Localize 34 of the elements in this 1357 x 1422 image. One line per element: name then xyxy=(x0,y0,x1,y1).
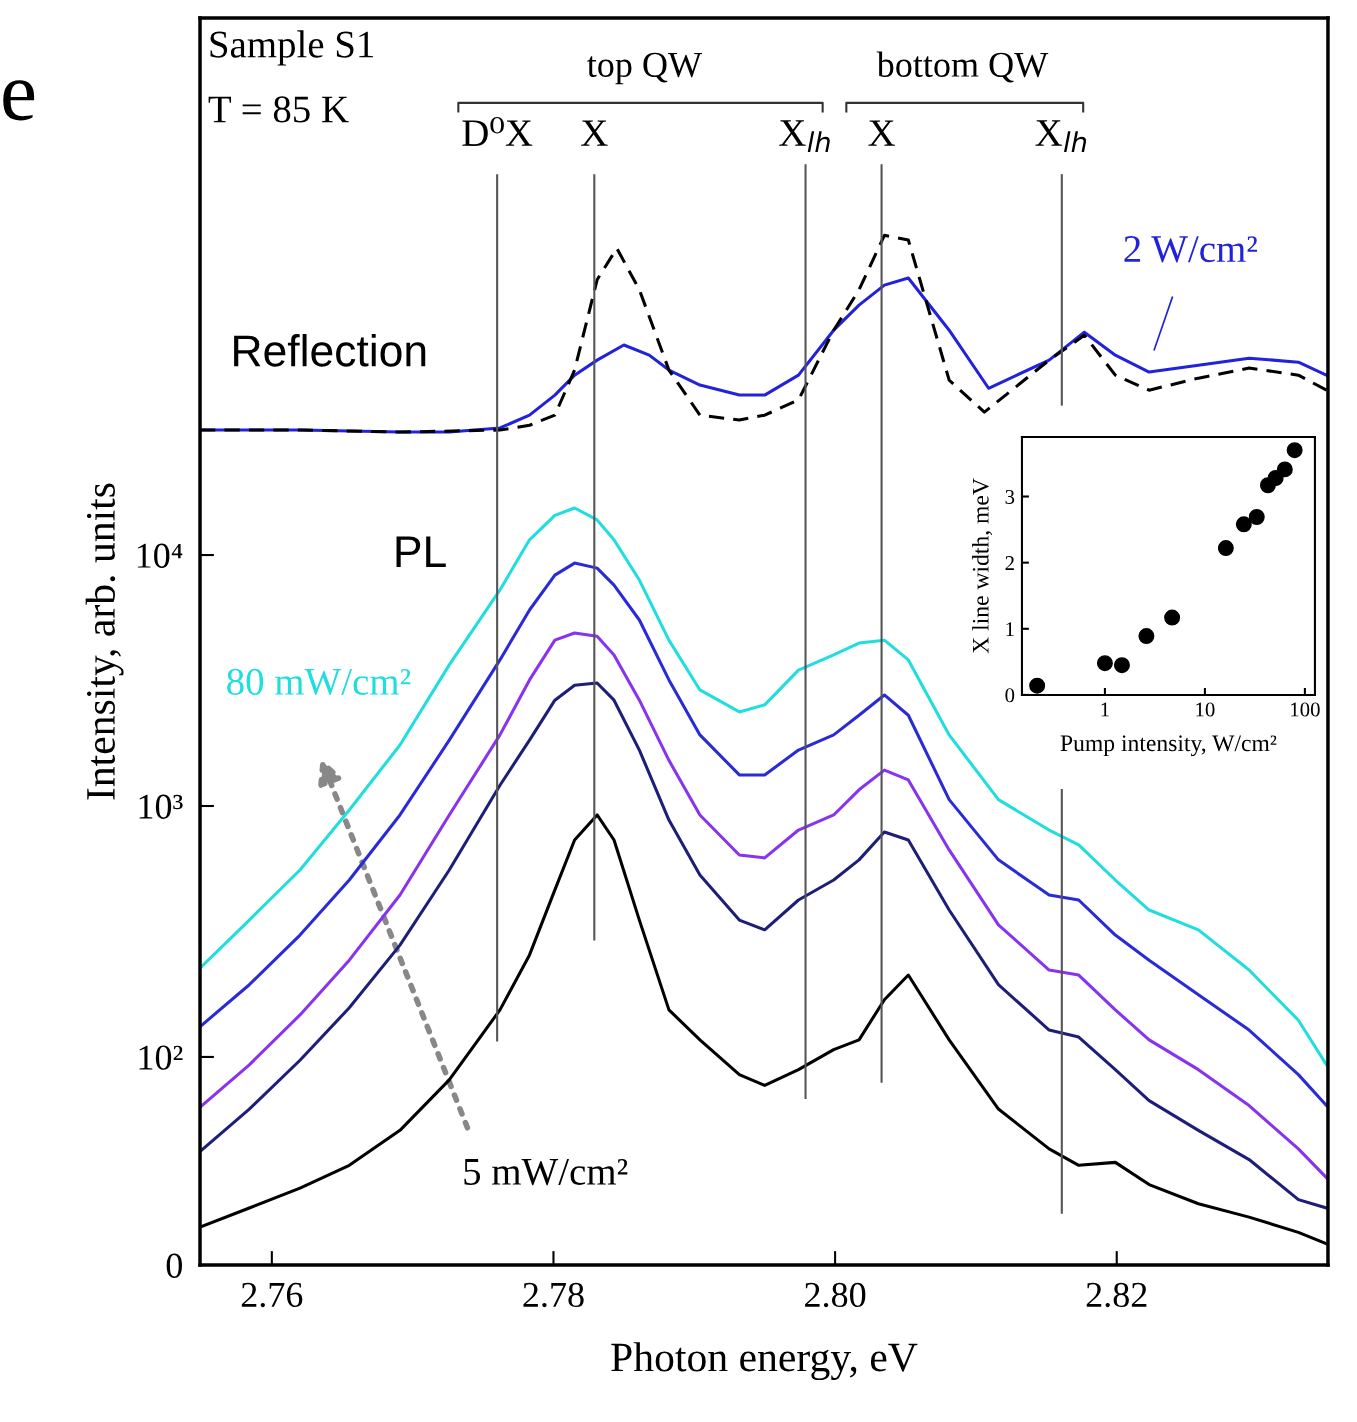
y-tick-label: 2 xyxy=(1005,556,1014,570)
y-axis-title: Intensity, arb. units xyxy=(85,483,124,800)
x-tick-label: 100 xyxy=(1291,702,1320,717)
series-label: 80 mW/cm² xyxy=(227,668,411,696)
y-tick-label: 10⁴ xyxy=(137,543,183,568)
text: e xyxy=(3,80,35,121)
y-tick-label: 10³ xyxy=(139,794,183,819)
ref-line-label: X xyxy=(868,120,895,146)
x-tick-label: 2.76 xyxy=(241,1282,303,1308)
y-tick-label: 0 xyxy=(166,1253,182,1278)
text: 2 W/cm² xyxy=(1124,236,1258,263)
x-tick-label: 2.80 xyxy=(805,1282,866,1308)
x-tick-label: 1 xyxy=(1101,702,1109,717)
y-tick-label: 0 xyxy=(1005,688,1015,703)
annotation: top QW xyxy=(587,52,703,85)
annotation: bottom QW xyxy=(876,51,1049,83)
annotation: Sample S1 xyxy=(210,30,374,66)
ref-line-label: X xyxy=(581,120,608,146)
ref-line-label: X$_{lh}$ xyxy=(779,120,830,153)
y-tick-label: 3 xyxy=(1005,489,1015,504)
x-tick-label: 10 xyxy=(1196,702,1215,717)
annotation: T = 85 K xyxy=(208,96,349,123)
x-tick-label: 2.82 xyxy=(1086,1282,1147,1308)
x-tick-label: 2.78 xyxy=(523,1282,584,1308)
ref-line-label: X$_{lh}$ xyxy=(1035,120,1087,153)
annotation: PL xyxy=(396,536,446,567)
x-axis-title: Pump intensity, W/cm² xyxy=(1060,735,1277,757)
ref-line-label: D⁰X xyxy=(462,117,533,146)
series-label: 5 mW/cm² xyxy=(464,1158,628,1186)
annotation: Reflection xyxy=(234,334,426,367)
x-axis-title: Photon energy, eV xyxy=(611,1342,918,1381)
y-tick-label: 1 xyxy=(1006,622,1014,637)
y-axis-title: X line width, meV xyxy=(972,478,993,654)
y-tick-label: 10² xyxy=(139,1045,183,1070)
